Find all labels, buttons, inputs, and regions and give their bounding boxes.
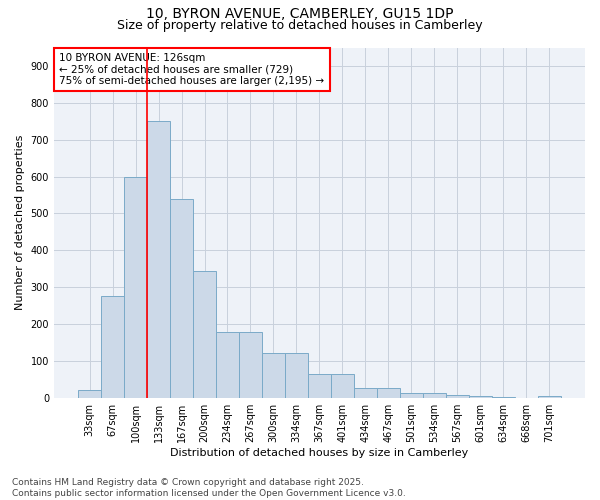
Bar [308,374,331,398]
Bar [262,354,285,398]
Text: 10, BYRON AVENUE, CAMBERLEY, GU15 1DP: 10, BYRON AVENUE, CAMBERLEY, GU15 1DP [146,8,454,22]
Bar [170,198,193,398]
Bar [446,395,469,398]
Text: 10 BYRON AVENUE: 126sqm
← 25% of detached houses are smaller (729)
75% of semi-d: 10 BYRON AVENUE: 126sqm ← 25% of detache… [59,53,325,86]
Bar [124,176,147,398]
X-axis label: Distribution of detached houses by size in Camberley: Distribution of detached houses by size … [170,448,469,458]
Bar [469,396,492,398]
Bar [423,394,446,398]
Bar [331,374,354,398]
Bar [285,354,308,398]
Bar [216,332,239,398]
Bar [239,332,262,398]
Bar [538,396,561,398]
Text: Contains HM Land Registry data © Crown copyright and database right 2025.
Contai: Contains HM Land Registry data © Crown c… [12,478,406,498]
Bar [400,394,423,398]
Bar [354,388,377,398]
Y-axis label: Number of detached properties: Number of detached properties [15,135,25,310]
Bar [78,390,101,398]
Bar [492,397,515,398]
Bar [193,270,216,398]
Bar [147,121,170,398]
Bar [101,296,124,398]
Bar [377,388,400,398]
Text: Size of property relative to detached houses in Camberley: Size of property relative to detached ho… [117,19,483,32]
